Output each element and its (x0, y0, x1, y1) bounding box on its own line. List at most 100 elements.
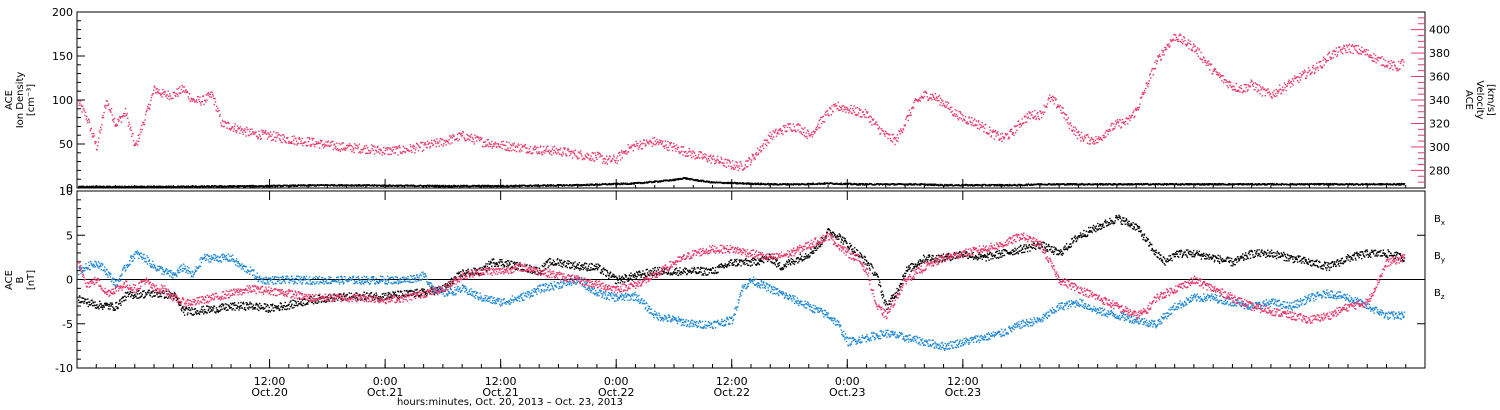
velocity-series-point (938, 94, 941, 97)
velocity-series-point (841, 105, 844, 107)
velocity-series-point (1220, 75, 1222, 78)
velocity-series-point (125, 115, 127, 117)
velocity-series-point (606, 163, 608, 165)
density-series-point (930, 183, 932, 185)
velocity-series-point (787, 123, 789, 125)
density-series-point (598, 183, 601, 185)
density-series-point (745, 183, 748, 185)
velocity-series-point (1141, 93, 1143, 95)
density-series-point (542, 185, 544, 187)
velocity-series-point (262, 129, 265, 132)
velocity-series-point (258, 130, 260, 132)
velocity-series-point (613, 156, 615, 158)
velocity-series-point (690, 151, 692, 153)
velocity-series-point (1293, 77, 1295, 80)
velocity-series-point (1020, 123, 1022, 125)
velocity-series-point (695, 154, 697, 156)
density-series-point (264, 185, 266, 188)
density-series-point (787, 183, 789, 185)
velocity-series-point (830, 108, 832, 110)
velocity-series-point (1244, 84, 1247, 86)
density-series-point (1117, 184, 1120, 186)
velocity-series-point (194, 101, 196, 103)
density-series-point (1190, 183, 1192, 185)
velocity-series-point (819, 126, 821, 129)
density-series-point (587, 183, 589, 185)
density-series-point (142, 185, 144, 187)
velocity-series-point (595, 154, 597, 157)
velocity-series-point (117, 118, 119, 120)
density-series-point (357, 185, 359, 187)
density-series-point (598, 184, 600, 186)
velocity-series-point (592, 152, 595, 154)
velocity-series-point (991, 131, 994, 133)
density-series-point (859, 183, 861, 185)
velocity-series-point (733, 168, 735, 170)
velocity-series-point (1193, 45, 1195, 47)
velocity-series-point (1063, 111, 1065, 114)
velocity-series-point (340, 143, 342, 146)
velocity-series-point (1284, 87, 1286, 89)
velocity-series-point (1192, 46, 1194, 49)
velocity-series-point (820, 116, 822, 118)
velocity-series-point (898, 131, 901, 133)
density-series-point (447, 186, 450, 188)
velocity-series-point (217, 107, 219, 109)
velocity-series-point (1311, 71, 1313, 73)
velocity-series-point (394, 146, 396, 148)
density-series-point (1194, 184, 1197, 186)
velocity-series-point (666, 147, 668, 149)
velocity-series-point (608, 157, 610, 160)
velocity-series-point (166, 97, 169, 99)
velocity-series-point (1179, 40, 1182, 43)
velocity-series-point (1106, 130, 1109, 132)
velocity-series-point (707, 158, 710, 160)
velocity-series-point (1034, 115, 1037, 117)
velocity-series-point (539, 152, 541, 155)
density-series-point (806, 182, 809, 185)
density-series-point (135, 185, 138, 187)
velocity-series-point (1159, 55, 1161, 58)
velocity-series-point (518, 144, 520, 146)
velocity-series-point (950, 111, 952, 113)
density-series-point (751, 182, 753, 184)
velocity-series-point (1349, 50, 1351, 53)
velocity-series-point (704, 156, 707, 159)
velocity-series-point (689, 150, 691, 152)
velocity-series-point (1013, 134, 1015, 136)
velocity-series-point (1080, 131, 1083, 134)
velocity-series-point (814, 130, 816, 133)
velocity-series-point (1024, 121, 1027, 123)
velocity-series-point (506, 141, 508, 143)
velocity-series-point (845, 106, 848, 108)
density-series-point (124, 185, 126, 187)
velocity-series-point (565, 153, 567, 155)
velocity-series-point (1102, 136, 1105, 139)
velocity-series-point (921, 96, 923, 98)
velocity-series-point (977, 121, 979, 123)
velocity-series-point (473, 141, 475, 143)
velocity-series-point (363, 145, 366, 147)
velocity-series-point (229, 128, 231, 130)
density-tick-label: 150 (52, 50, 73, 63)
velocity-series-point (122, 114, 124, 117)
velocity-series-point (573, 150, 575, 152)
velocity-series-point (1278, 89, 1280, 91)
velocity-series-point (1324, 58, 1327, 61)
velocity-series-point (1003, 138, 1005, 140)
velocity-series-point (663, 145, 665, 147)
velocity-series-point (358, 151, 360, 154)
velocity-series-point (1275, 88, 1277, 91)
velocity-series-point (690, 157, 693, 159)
velocity-series-point (998, 139, 1000, 141)
density-series-point (1193, 183, 1195, 185)
velocity-series-point (366, 152, 368, 155)
velocity-series-point (1082, 140, 1084, 142)
velocity-series-point (1310, 72, 1313, 74)
velocity-series-point (989, 129, 991, 131)
velocity-series-point (422, 149, 425, 151)
velocity-series-point (626, 153, 628, 155)
density-series-point (485, 185, 488, 188)
density-series-point (357, 184, 360, 186)
velocity-series-point (851, 112, 853, 115)
